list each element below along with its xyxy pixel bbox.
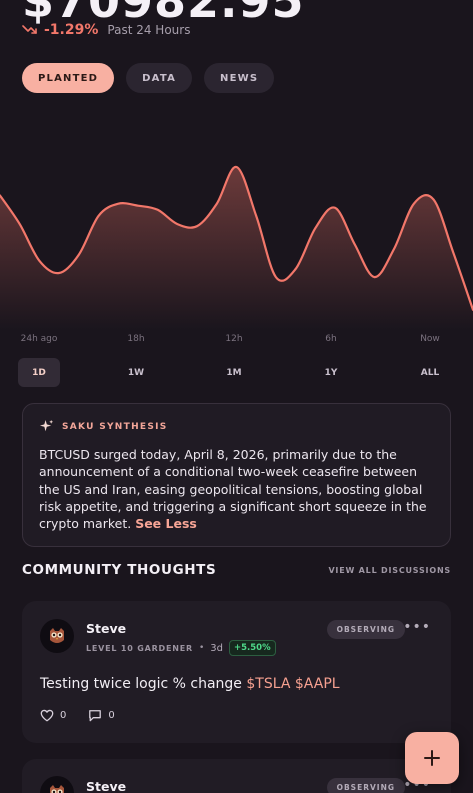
community-post[interactable]: Steve OBSERVING ••• (22, 759, 451, 793)
plus-icon (424, 750, 440, 766)
chart-area-fill (0, 166, 473, 330)
post-body: Testing twice logic % change (40, 676, 247, 692)
post-text: Testing twice logic % change $TSLA $AAPL (40, 676, 340, 692)
price-change-percent: -1.29% (44, 22, 99, 38)
tick-label-now: Now (420, 334, 440, 344)
post-tickers[interactable]: $TSLA $AAPL (246, 676, 340, 692)
owl-avatar-icon (50, 785, 64, 793)
range-all[interactable]: ALL (420, 367, 440, 378)
price-chart[interactable] (0, 110, 473, 330)
see-less-link[interactable]: See Less (135, 516, 197, 532)
performance-badge: +5.50% (229, 640, 276, 656)
post-author[interactable]: Steve (86, 779, 127, 793)
synthesis-title: SAKU SYNTHESIS (62, 421, 168, 432)
post-meta: LEVEL 10 GARDENER • 3d +5.50% (86, 640, 276, 656)
sparkle-icon (39, 419, 54, 432)
tab-planted[interactable]: PLANTED (22, 63, 115, 93)
status-badge: OBSERVING (326, 778, 405, 793)
synthesis-body: BTCUSD surged today, April 8, 2026, prim… (39, 447, 427, 532)
owl-avatar-icon (50, 628, 64, 643)
view-tabs: PLANTED DATA NEWS (22, 63, 275, 93)
author-level: LEVEL 10 GARDENER (86, 643, 193, 653)
post-reactions: 0 0 (40, 709, 131, 722)
price-value: $70982.95 (22, 0, 305, 28)
price-change-row: -1.29% Past 24 Hours (22, 22, 190, 38)
comment-icon[interactable] (88, 709, 102, 722)
time-range-selector: 1D 1W 1M 1Y ALL (18, 358, 455, 387)
synthesis-text: BTCUSD surged today, April 8, 2026, prim… (39, 446, 434, 532)
tick-label-18h: 18h (127, 334, 145, 344)
community-post[interactable]: Steve LEVEL 10 GARDENER • 3d +5.50% OBSE… (22, 601, 451, 743)
avatar[interactable] (40, 776, 74, 793)
tab-data[interactable]: DATA (126, 63, 193, 93)
tick-label-6h: 6h (325, 334, 337, 344)
tab-news[interactable]: NEWS (204, 63, 275, 93)
post-age: 3d (210, 642, 223, 654)
saku-synthesis-card: SAKU SYNTHESIS BTCUSD surged today, Apri… (22, 403, 451, 547)
meta-separator: • (198, 643, 205, 653)
range-1d[interactable]: 1D (18, 358, 60, 387)
range-1w[interactable]: 1W (127, 367, 145, 378)
chart-time-axis: 24h ago 18h 12h 6h Now (0, 334, 473, 348)
community-title: COMMUNITY THOUGHTS (22, 562, 217, 578)
community-header: COMMUNITY THOUGHTS VIEW ALL DISCUSSIONS (22, 562, 451, 578)
like-count: 0 (60, 710, 67, 721)
comment-count: 0 (108, 710, 115, 721)
tick-label-24h: 24h ago (20, 334, 58, 344)
more-options-icon[interactable]: ••• (403, 619, 431, 635)
heart-icon[interactable] (40, 709, 54, 722)
range-1y[interactable]: 1Y (324, 367, 338, 378)
range-1m[interactable]: 1M (226, 367, 242, 378)
price-change-period: Past 24 Hours (107, 23, 191, 37)
view-all-discussions-link[interactable]: VIEW ALL DISCUSSIONS (328, 565, 451, 575)
status-badge: OBSERVING (326, 620, 405, 639)
new-post-button[interactable] (405, 732, 459, 784)
avatar[interactable] (40, 619, 74, 653)
post-author[interactable]: Steve (86, 621, 127, 636)
tick-label-12h: 12h (225, 334, 243, 344)
chart-series-line (0, 165, 473, 311)
trending-down-icon (22, 25, 37, 34)
